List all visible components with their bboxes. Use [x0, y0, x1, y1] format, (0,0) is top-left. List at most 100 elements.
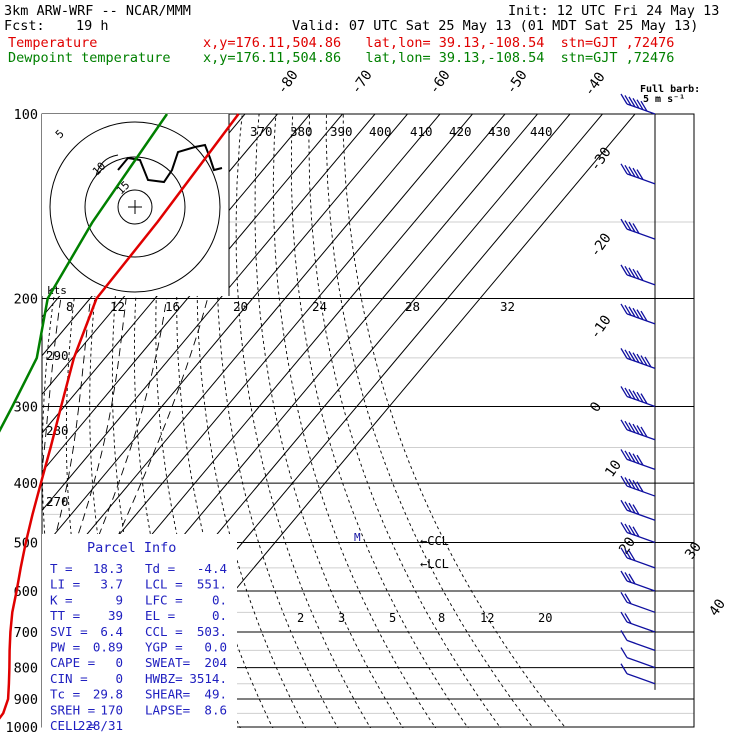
barb-flag	[624, 387, 632, 399]
wind-barb	[620, 591, 656, 613]
hodograph-ring	[117, 189, 153, 225]
isotherm	[42, 114, 376, 512]
dry-adiabat	[254, 114, 404, 728]
forecast-hour: 19 h	[76, 18, 109, 34]
barb-flag	[620, 348, 628, 359]
barb-flag	[620, 522, 628, 533]
barb-flag	[620, 630, 628, 641]
barb-shaft	[626, 228, 656, 240]
pressure-tick-label: 600	[14, 584, 38, 600]
dry-adiabat	[216, 114, 339, 728]
barb-flag	[632, 167, 640, 179]
barb-shaft	[626, 580, 656, 592]
dry-adiabat	[42, 114, 92, 728]
barb-flag	[636, 391, 644, 403]
parcel-key: T =	[50, 561, 73, 576]
theta-left-label: 270	[46, 494, 69, 509]
isotherm-label: -50	[503, 67, 531, 97]
m-marker: M	[354, 531, 361, 544]
barb-flag	[628, 524, 636, 536]
hodograph-units: kts	[47, 284, 67, 297]
barb-flag	[636, 99, 644, 111]
parcel-key: Tc =	[50, 687, 80, 702]
barb-shaft	[626, 103, 656, 115]
barb-shaft	[626, 531, 656, 544]
barb-flag	[620, 419, 628, 431]
barb-flag	[636, 309, 644, 320]
isotherm-label: 10	[602, 457, 625, 480]
barb-flag	[640, 393, 648, 404]
temperature-location: x,y=176.11,504.86 lat,lon= 39.13,-108.54…	[203, 35, 675, 51]
pressure-tick-label: 800	[14, 661, 38, 677]
isotherm-label: 0	[587, 399, 605, 415]
wind-barb	[620, 611, 656, 633]
pressure-tick-label: 1000	[5, 720, 38, 736]
mixing-ratio-label: 20	[538, 611, 552, 625]
parcel-key: TT =	[50, 608, 80, 623]
dry-adiabat	[196, 114, 306, 728]
theta-label: 400	[369, 124, 392, 139]
wind-barb	[620, 303, 656, 325]
barb-flag	[628, 550, 636, 562]
sounding-profiles: ←CCL ←LCL M	[0, 113, 449, 720]
isotherm-label: -40	[581, 69, 609, 99]
barb-flag	[624, 613, 632, 624]
barb-flag	[620, 303, 628, 315]
barb-flag	[624, 477, 632, 488]
parcel-panel-bg	[42, 534, 237, 728]
barb-flag	[640, 355, 648, 366]
hodograph-trace	[117, 143, 223, 184]
wind-barb	[620, 475, 656, 497]
wind-barb	[620, 419, 656, 441]
isotherm-label: 40	[706, 596, 729, 619]
barb-flag	[628, 478, 636, 490]
theta-label: 390	[330, 124, 353, 139]
barb-flag	[624, 164, 632, 176]
barb-flag	[624, 593, 632, 605]
wind-barb	[620, 647, 656, 669]
barb-shaft	[626, 621, 656, 633]
pressure-tick-label: 300	[14, 399, 38, 415]
barb-shaft	[626, 557, 656, 569]
pressure-tick-label: 400	[14, 476, 38, 492]
plot-frame	[41, 113, 695, 728]
barb-flag	[628, 502, 636, 514]
barb-flag	[636, 425, 644, 436]
theta-e-label: 8	[66, 299, 74, 314]
wind-barb	[620, 630, 656, 652]
isotherm-label: -80	[274, 67, 302, 97]
hodograph-ring	[49, 121, 221, 293]
barb-flag	[620, 93, 628, 105]
parcel-key: SREH =	[50, 702, 95, 717]
barb-flag	[632, 390, 640, 402]
barb-flag	[624, 548, 632, 560]
parcel-value: 204	[204, 655, 227, 670]
barb-flag	[624, 349, 632, 361]
barb-flag	[620, 611, 628, 623]
isotherm	[0, 86, 9, 740]
barb-flag	[632, 268, 640, 280]
parcel-key: SHEAR=	[145, 687, 190, 702]
pressure-tick-label: 100	[14, 107, 38, 123]
barb-flag	[632, 423, 640, 435]
parcel-key: LCL =	[145, 577, 183, 592]
theta-label: 440	[530, 124, 553, 139]
moist-adiabat	[42, 298, 62, 475]
wind-barb	[620, 449, 656, 471]
wind-barb	[620, 348, 656, 369]
wind-barb	[620, 218, 656, 240]
barb-shaft	[626, 274, 656, 286]
barb-shaft	[626, 173, 656, 185]
parcel-key: SVI =	[50, 624, 88, 639]
parcel-key: CIN =	[50, 671, 88, 686]
mixing-ratio-label: 5	[389, 611, 396, 625]
parcel-key: LAPSE=	[145, 702, 190, 717]
barb-flag	[620, 547, 628, 559]
barb-flag	[628, 96, 636, 108]
wind-barb	[620, 663, 656, 685]
barb-shaft	[626, 601, 656, 613]
lcl-marker: ←LCL	[420, 557, 449, 571]
isotherm-label: -60	[426, 67, 454, 97]
parcel-info-title: Parcel Info	[87, 540, 176, 556]
